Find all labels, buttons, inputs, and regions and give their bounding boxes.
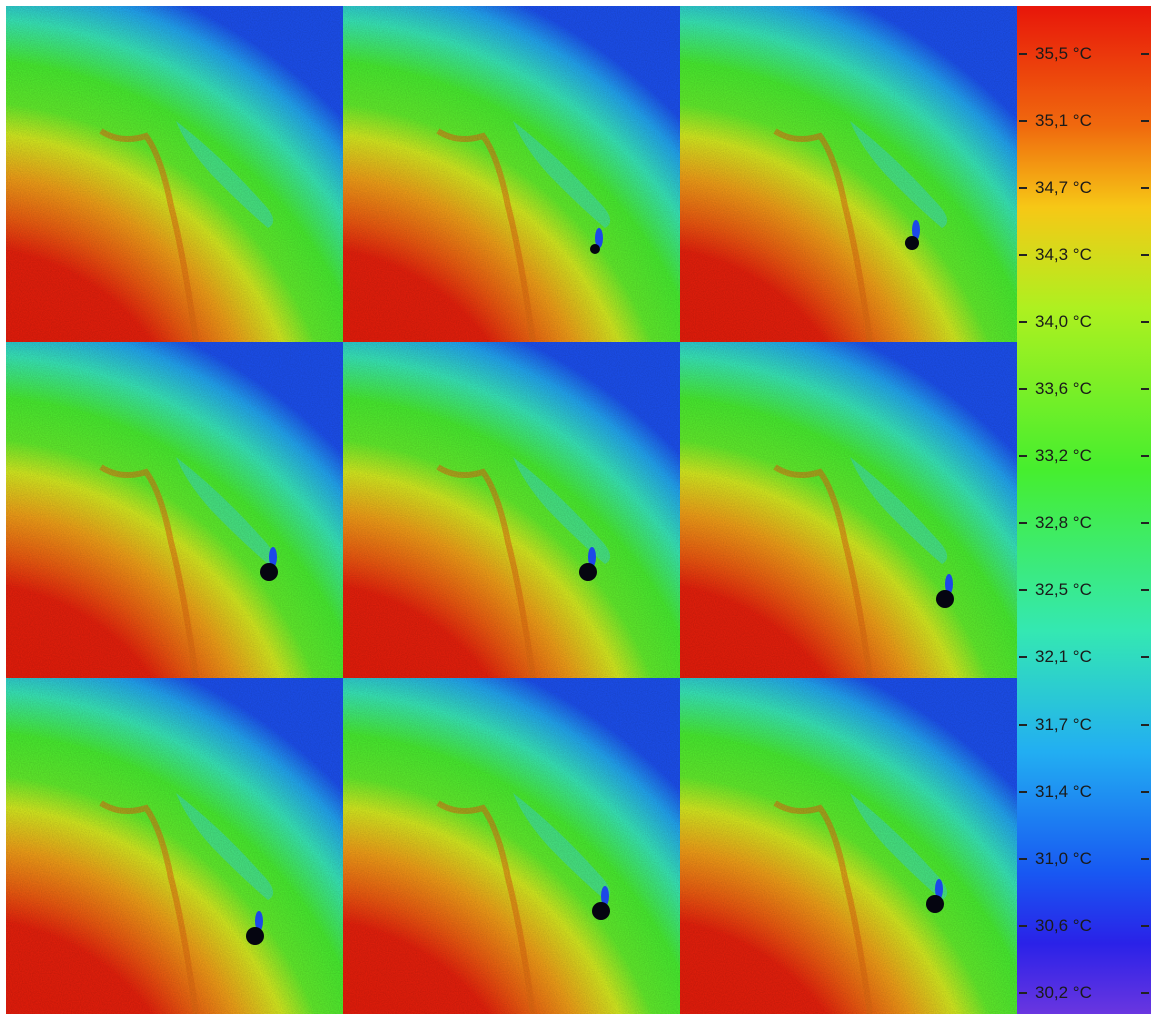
- thermal-frame: [6, 678, 343, 1014]
- scale-tick-mark-right: [1141, 187, 1149, 190]
- scale-tick-mark-left: [1019, 589, 1027, 592]
- scale-tick-mark-right: [1141, 53, 1149, 55]
- scale-tick-label: 31,0 °C: [1035, 848, 1092, 868]
- cold-trail: [945, 574, 953, 594]
- scale-tick-mark-right: [1141, 321, 1149, 324]
- thermal-image: [343, 678, 680, 1014]
- thermal-image: [6, 6, 343, 342]
- cold-spot: [246, 927, 264, 945]
- scale-tick-mark-right: [1141, 388, 1149, 391]
- sensor-noise: [680, 678, 1017, 1014]
- scale-tick-mark-left: [1019, 388, 1027, 391]
- thermal-image: [6, 678, 343, 1014]
- cold-trail: [912, 220, 920, 240]
- scale-tick-label: 30,2 °C: [1035, 982, 1092, 1002]
- scale-tick-mark-left: [1019, 991, 1027, 994]
- sensor-noise: [6, 6, 343, 342]
- sensor-noise: [6, 342, 343, 678]
- scale-tick-mark-right: [1141, 723, 1149, 726]
- temperature-scale: 35,5 °C 35,1 °C 34,7 °C 34,3 °C 34,0 °C 33,6 …: [1017, 6, 1151, 1014]
- sensor-noise: [680, 342, 1017, 678]
- scale-tick-mark-left: [1019, 120, 1027, 123]
- scale-tick-mark-right: [1141, 254, 1149, 257]
- scale-tick-label: 35,5 °C: [1035, 44, 1092, 63]
- cold-trail: [595, 228, 603, 248]
- thermal-image: [343, 6, 680, 342]
- scale-tick-mark-left: [1019, 254, 1027, 257]
- cold-spot: [260, 563, 278, 581]
- scale-tick-mark-right: [1141, 455, 1149, 458]
- cold-trail: [601, 886, 609, 906]
- thermal-frame: [343, 342, 680, 678]
- scale-tick-mark-left: [1019, 857, 1027, 860]
- scale-tick-label: 32,8 °C: [1035, 513, 1092, 533]
- scale-tick-mark-left: [1019, 924, 1027, 927]
- sensor-noise: [343, 678, 680, 1014]
- cold-spot: [579, 563, 597, 581]
- scale-tick-mark-left: [1019, 723, 1027, 726]
- scale-tick-label: 30,6 °C: [1035, 915, 1092, 935]
- sensor-noise: [680, 6, 1017, 342]
- thermal-image: [680, 678, 1017, 1014]
- cold-trail: [255, 911, 263, 931]
- cold-spot: [905, 236, 919, 250]
- scale-tick-label: 32,1 °C: [1035, 647, 1092, 667]
- scale-tick-label: 34,3 °C: [1035, 245, 1092, 265]
- cold-trail: [588, 547, 596, 567]
- thermal-image: [680, 6, 1017, 342]
- temperature-gradient-bar: [1017, 6, 1151, 1014]
- thermal-frame: [6, 342, 343, 678]
- scale-tick-mark-left: [1019, 187, 1027, 190]
- scale-tick-label: 33,6 °C: [1035, 379, 1092, 399]
- cold-spot: [936, 590, 954, 608]
- scale-tick-label: 33,2 °C: [1035, 446, 1092, 466]
- thermal-frame: [343, 6, 680, 342]
- scale-tick-mark-right: [1141, 120, 1149, 123]
- sensor-noise: [6, 678, 343, 1014]
- cold-spot: [926, 895, 944, 913]
- cold-trail: [269, 547, 277, 567]
- thermal-frame: [680, 342, 1017, 678]
- scale-tick-mark-right: [1141, 589, 1149, 592]
- scale-tick-mark-right: [1141, 522, 1149, 525]
- cold-spot: [590, 244, 600, 254]
- scale-tick-mark-right: [1141, 790, 1149, 793]
- scale-tick-label: 34,7 °C: [1035, 178, 1092, 198]
- thermal-frame: [680, 678, 1017, 1014]
- scale-tick-label: 31,4 °C: [1035, 781, 1092, 801]
- sensor-noise: [343, 6, 680, 342]
- thermal-image: [680, 342, 1017, 678]
- scale-tick-label: 34,0 °C: [1035, 312, 1092, 332]
- thermal-image: [343, 342, 680, 678]
- scale-tick-mark-left: [1019, 321, 1027, 324]
- scale-tick-mark-left: [1019, 53, 1027, 55]
- scale-tick-label: 31,7 °C: [1035, 714, 1092, 734]
- scale-tick-mark-left: [1019, 790, 1027, 793]
- thermal-frame: [343, 678, 680, 1014]
- scale-tick-mark-left: [1019, 455, 1027, 458]
- cold-spot: [592, 902, 610, 920]
- scale-tick-mark-left: [1019, 656, 1027, 659]
- scale-tick-label: 32,5 °C: [1035, 580, 1092, 600]
- scale-tick-mark-left: [1019, 522, 1027, 525]
- thermal-frame: [6, 6, 343, 342]
- thermal-image: [6, 342, 343, 678]
- scale-tick-mark-right: [1141, 924, 1149, 927]
- scale-tick-mark-right: [1141, 991, 1149, 994]
- scale-tick-mark-right: [1141, 857, 1149, 860]
- thermal-frame: [680, 6, 1017, 342]
- thermal-image-grid: [6, 6, 1017, 1014]
- scale-tick-mark-right: [1141, 656, 1149, 659]
- sensor-noise: [343, 342, 680, 678]
- cold-trail: [935, 879, 943, 899]
- scale-tick-label: 35,1 °C: [1035, 111, 1092, 131]
